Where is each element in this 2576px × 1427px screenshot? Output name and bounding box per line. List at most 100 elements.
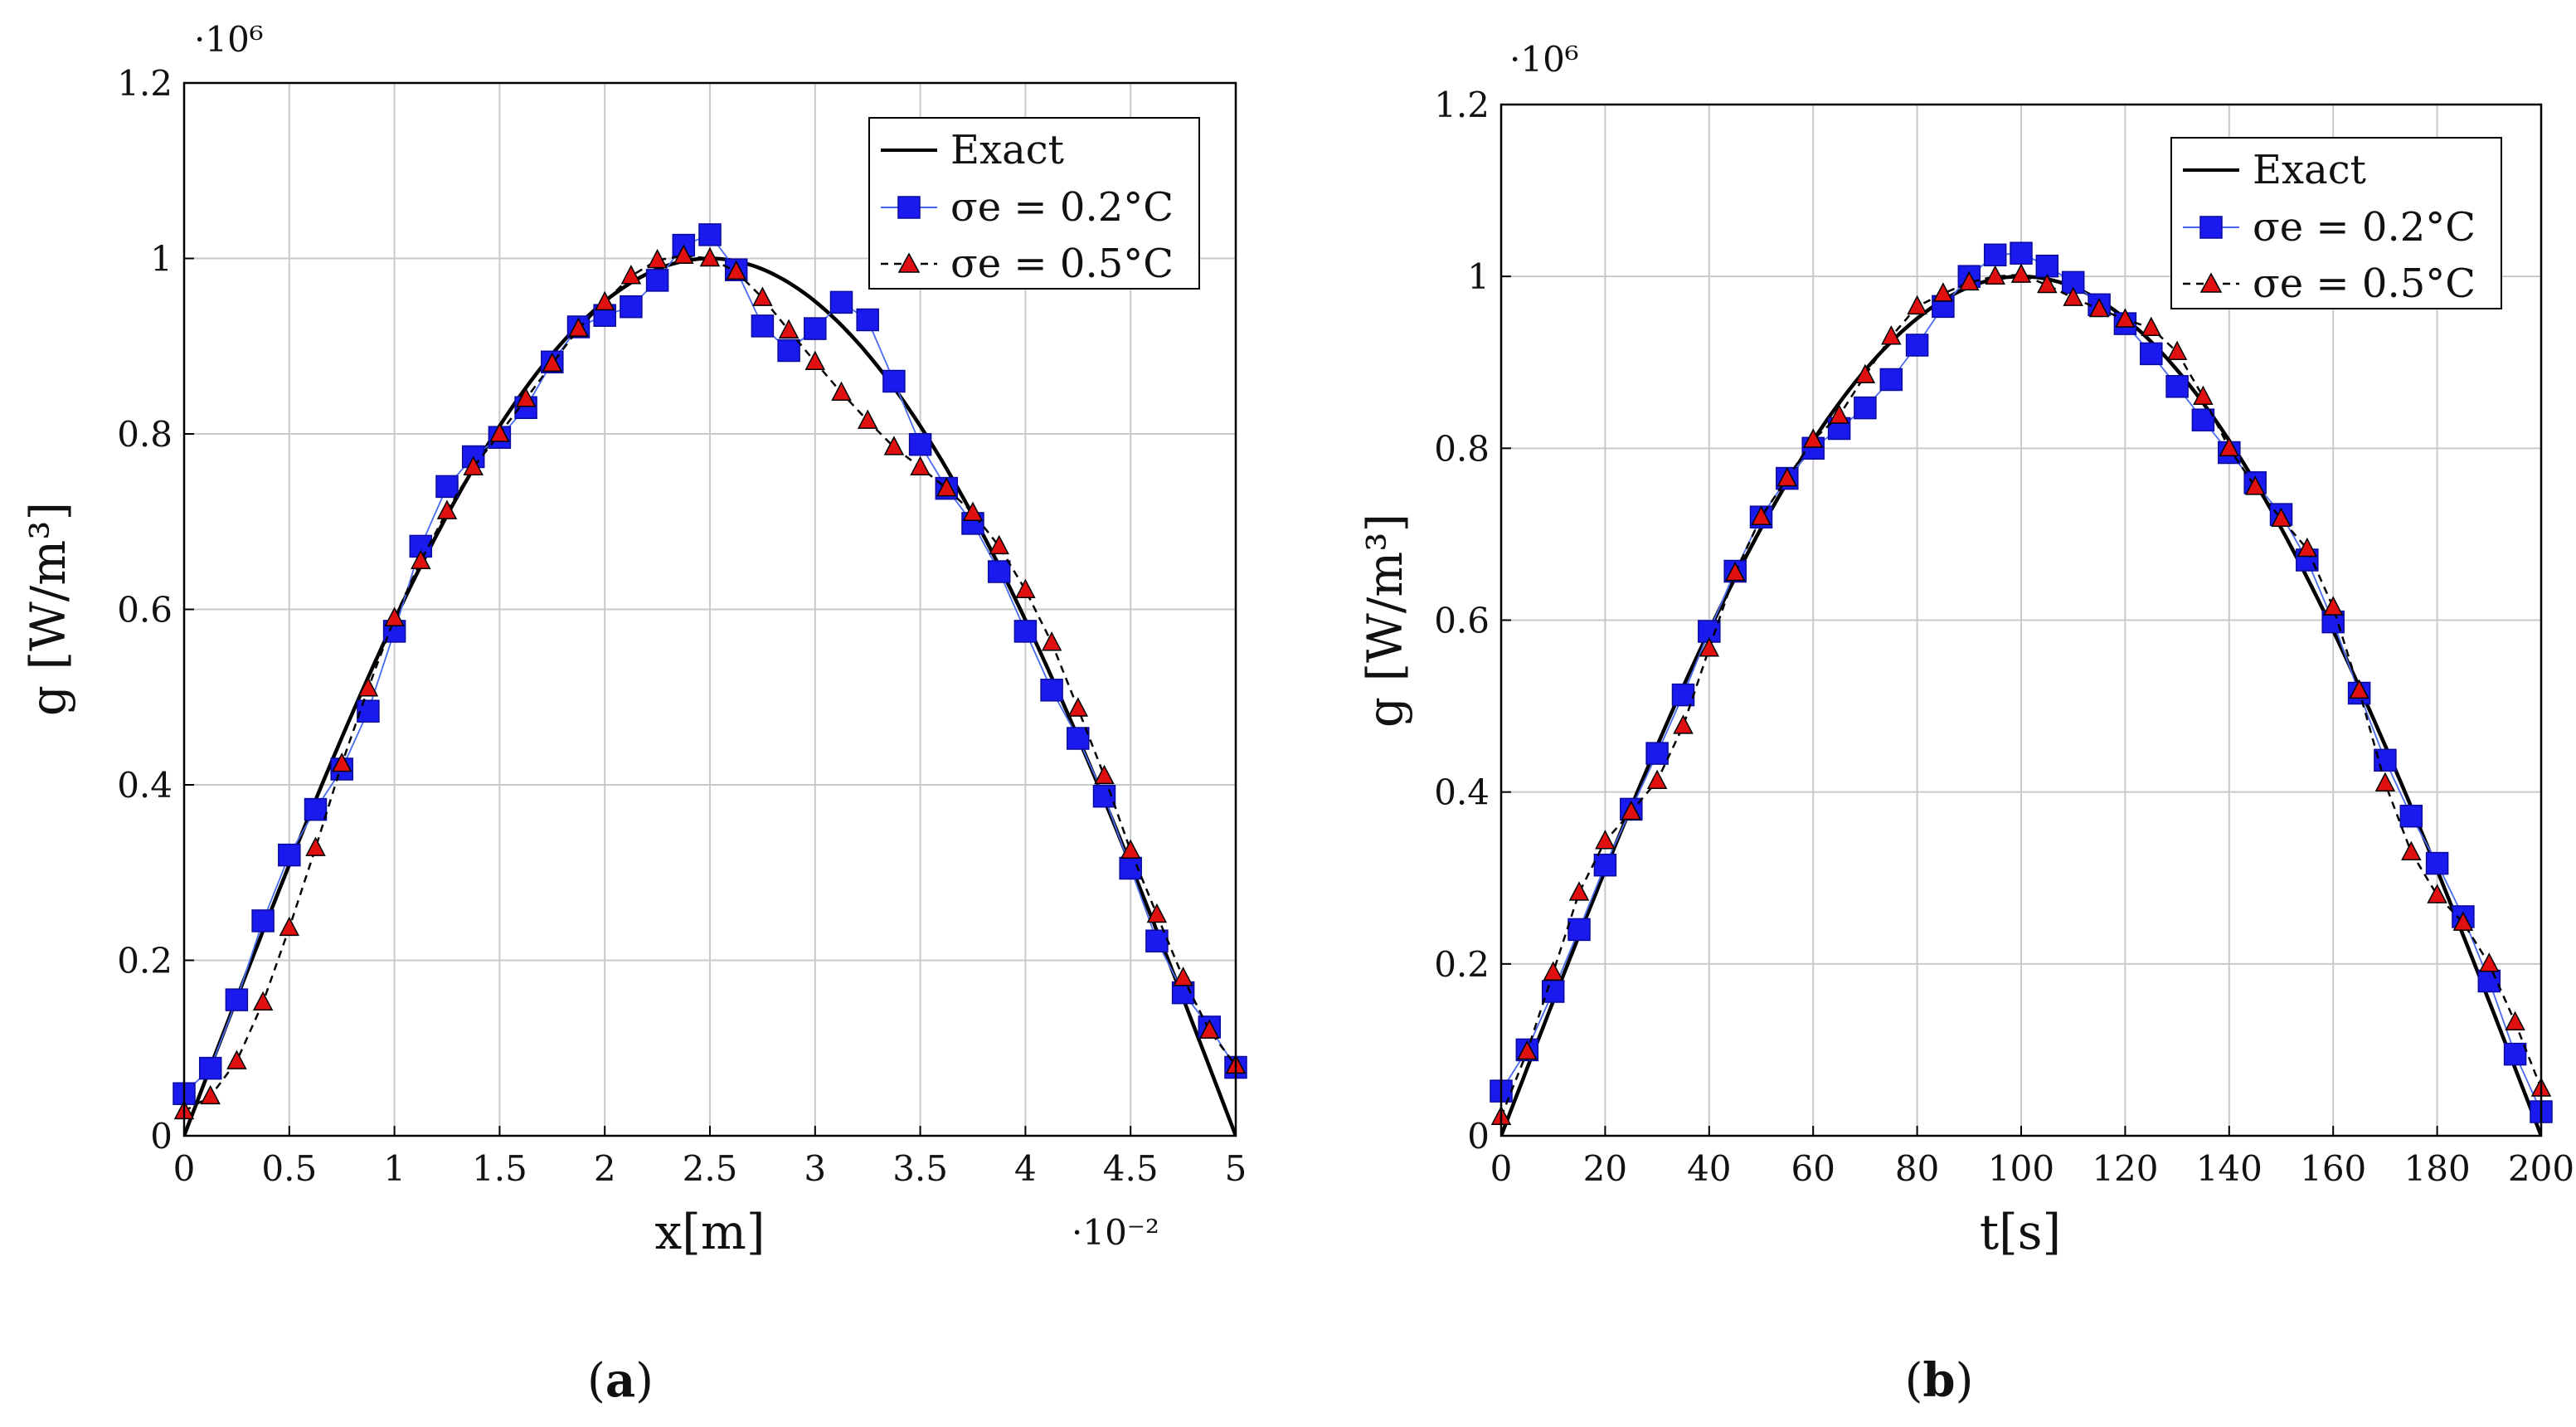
sigma-02-marker — [908, 432, 932, 456]
y-tick-label: 0.8 — [117, 414, 173, 455]
legend-sigma-05-marker-b — [2199, 272, 2223, 293]
sigma-05-marker — [647, 248, 668, 269]
sigma-05-marker — [673, 244, 694, 265]
sigma-05-marker — [1120, 839, 1141, 860]
sigma-05-marker — [2427, 884, 2447, 903]
sigma-05-marker — [620, 265, 642, 285]
legend-sigma-02-label-b: σe = 0.2°C — [2253, 204, 2476, 251]
sigma-05-marker — [2063, 286, 2083, 306]
sigma-05-marker — [2010, 263, 2032, 283]
sigma-05-marker — [1517, 1040, 1538, 1060]
y-tick-label: 0.8 — [1434, 428, 1490, 469]
sigma-05-marker — [1041, 631, 1062, 651]
sigma-02-marker — [2399, 804, 2423, 828]
sigma-05-marker — [279, 916, 300, 937]
sigma-02-marker — [804, 317, 827, 340]
sigma-05-marker — [2505, 1011, 2525, 1031]
sigma-02-marker — [698, 223, 722, 246]
sigma-05-marker — [1015, 578, 1036, 598]
y-tick-label: 0 — [150, 1116, 173, 1157]
sigma-05-marker — [910, 455, 931, 475]
x-tick-label: 1.5 — [472, 1148, 527, 1189]
x-tick-label: 0.5 — [261, 1148, 317, 1189]
sigma-02-marker — [1040, 679, 1063, 702]
sigma-05-marker — [411, 549, 431, 570]
sigma-05-line-b — [1490, 263, 2552, 1125]
sigma-05-connector — [1499, 273, 2543, 1118]
sigma-02-marker — [2140, 342, 2163, 366]
sigma-02-marker — [251, 909, 275, 933]
legend-sigma-02-marker-a — [897, 196, 921, 219]
sigma-02-marker — [2425, 851, 2449, 875]
sigma-02-marker — [2374, 748, 2397, 772]
chart-panel-b: 0 20 40 60 80 100 120 140 160 180 200 0 0.2 0.4 0.6 0.8… — [1357, 39, 2574, 1408]
sigma-05-marker — [436, 499, 458, 519]
sigma-05-marker — [2037, 273, 2058, 294]
sigma-05-marker — [831, 381, 852, 402]
y-tick-label: 1.2 — [117, 63, 173, 104]
x-tick-label: 80 — [1895, 1148, 1939, 1189]
sigma-05-marker — [1173, 967, 1193, 986]
sigma-05-marker — [778, 319, 800, 338]
x-tick-label: 4 — [1014, 1148, 1037, 1189]
sigma-05-marker — [1854, 363, 1876, 384]
y-tick-label: 0.6 — [1434, 601, 1490, 641]
y-tick-label: 1.2 — [1434, 85, 1490, 125]
sigma-05-marker — [200, 1084, 221, 1105]
sigma-05-marker — [1699, 637, 1720, 657]
sigma-02-marker — [1067, 727, 1090, 750]
sigma-05-marker — [1776, 466, 1798, 487]
sigma-05-marker — [1067, 697, 1089, 717]
y-tick-label: 0.2 — [117, 941, 173, 981]
sigma-02-marker — [1013, 620, 1038, 643]
caption-a: (a) — [587, 1353, 654, 1408]
sigma-02-marker — [1905, 334, 1929, 357]
sigma-02-marker — [2010, 241, 2033, 265]
sigma-05-marker — [542, 352, 563, 373]
sigma-05-marker — [989, 534, 1009, 555]
sigma-02-marker — [856, 308, 879, 332]
legend-sigma-05-marker-a — [897, 252, 921, 273]
y-tick-label: 0.4 — [117, 765, 173, 806]
legend-b: Exact σe = 0.2°C σe = 0.5°C — [2170, 137, 2502, 309]
sigma-05-marker — [1932, 282, 1954, 302]
legend-box-a — [868, 117, 1200, 290]
sigma-02-marker — [620, 295, 643, 319]
sigma-05-marker — [2401, 840, 2422, 860]
sigma-02-marker — [987, 560, 1011, 583]
sigma-05-marker — [2479, 952, 2500, 972]
legend-sigma-05-label-b: σe = 0.5°C — [2253, 261, 2476, 307]
sigma-05-marker — [463, 455, 484, 475]
sigma-05-marker — [226, 1050, 247, 1069]
sigma-05-marker — [568, 317, 589, 337]
sigma-05-marker — [2374, 772, 2396, 792]
x-tick-label: 2 — [594, 1148, 616, 1189]
sigma-02-marker — [1854, 396, 1877, 420]
sigma-02-marker — [751, 314, 775, 338]
sigma-02-marker — [1567, 918, 1591, 942]
sigma-05-marker — [2271, 507, 2292, 528]
sigma-05-connector — [183, 255, 1237, 1113]
sigma-05-marker — [1985, 265, 2005, 285]
sigma-05-marker — [2088, 297, 2110, 318]
sigma-05-marker — [1595, 830, 1616, 850]
y-scale-label-a: ·10⁶ — [194, 19, 264, 60]
caption-b: (b) — [1905, 1353, 1974, 1408]
x-tick-label: 160 — [2300, 1148, 2366, 1189]
sigma-05-marker — [962, 501, 984, 521]
sigma-05-marker — [1543, 961, 1563, 981]
sigma-02-marker — [1145, 929, 1169, 952]
x-tick-label: 1 — [383, 1148, 406, 1189]
sigma-05-marker — [1568, 881, 1590, 901]
sigma-02-marker — [1541, 980, 1565, 1003]
sigma-02-marker — [198, 1056, 222, 1080]
tick-labels-a: 0 0.5 1 1.5 2 2.5 3 3.5 4 4.5 5 0 0.2 0.4 0.6 0.8 1 1.2 — [117, 63, 1247, 1189]
sigma-05-marker — [489, 422, 510, 442]
sigma-05-marker — [2115, 308, 2136, 328]
sigma-02-marker — [829, 290, 853, 314]
sigma-02-marker — [1879, 368, 1903, 392]
sigma-02-marker — [1593, 853, 1617, 877]
legend-box-b — [2170, 137, 2502, 309]
y-scale-label-b: ·10⁶ — [1509, 39, 1579, 80]
